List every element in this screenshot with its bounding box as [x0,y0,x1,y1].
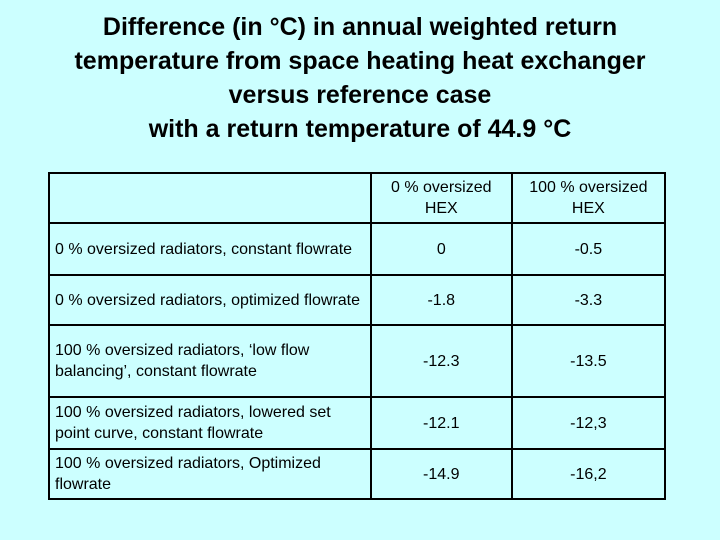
header-0-oversized-hex: 0 % oversized HEX [369,172,513,224]
row-label: 100 % oversized radiators, lowered set p… [48,396,372,450]
table-header-row: 0 % oversized HEX 100 % oversized HEX [48,172,667,224]
header-100-oversized-hex: 100 % oversized HEX [510,172,667,224]
table-row: 100 % oversized radiators, Optimized flo… [48,448,667,500]
value-0-hex: -12.3 [369,324,513,398]
value-100-hex: -12,3 [510,396,667,450]
row-label: 100 % oversized radiators, ‘low flow bal… [48,324,372,398]
title-line-1: Difference (in °C) in annual weighted re… [102,13,618,41]
title-line-3: versus reference case [228,81,492,109]
value-100-hex: -3.3 [510,274,667,326]
title-line-2: temperature from space heating heat exch… [74,47,646,75]
value-0-hex: 0 [369,222,513,276]
header-empty-cell [48,172,372,224]
table-row: 100 % oversized radiators, ‘low flow bal… [48,324,667,398]
value-0-hex: -12.1 [369,396,513,450]
value-0-hex: -1.8 [369,274,513,326]
results-table: 0 % oversized HEX 100 % oversized HEX 0 … [48,172,667,500]
value-100-hex: -0.5 [510,222,667,276]
table-row: 0 % oversized radiators, constant flowra… [48,222,667,276]
row-label: 100 % oversized radiators, Optimized flo… [48,448,372,500]
value-0-hex: -14.9 [369,448,513,500]
title-line-4: with a return temperature of 44.9 °C [148,115,572,143]
row-label: 0 % oversized radiators, optimized flowr… [48,274,372,326]
row-label: 0 % oversized radiators, constant flowra… [48,222,372,276]
value-100-hex: -13.5 [510,324,667,398]
table-row: 100 % oversized radiators, lowered set p… [48,396,667,450]
value-100-hex: -16,2 [510,448,667,500]
table-row: 0 % oversized radiators, optimized flowr… [48,274,667,326]
page-title: Difference (in °C) in annual weighted re… [0,10,720,146]
